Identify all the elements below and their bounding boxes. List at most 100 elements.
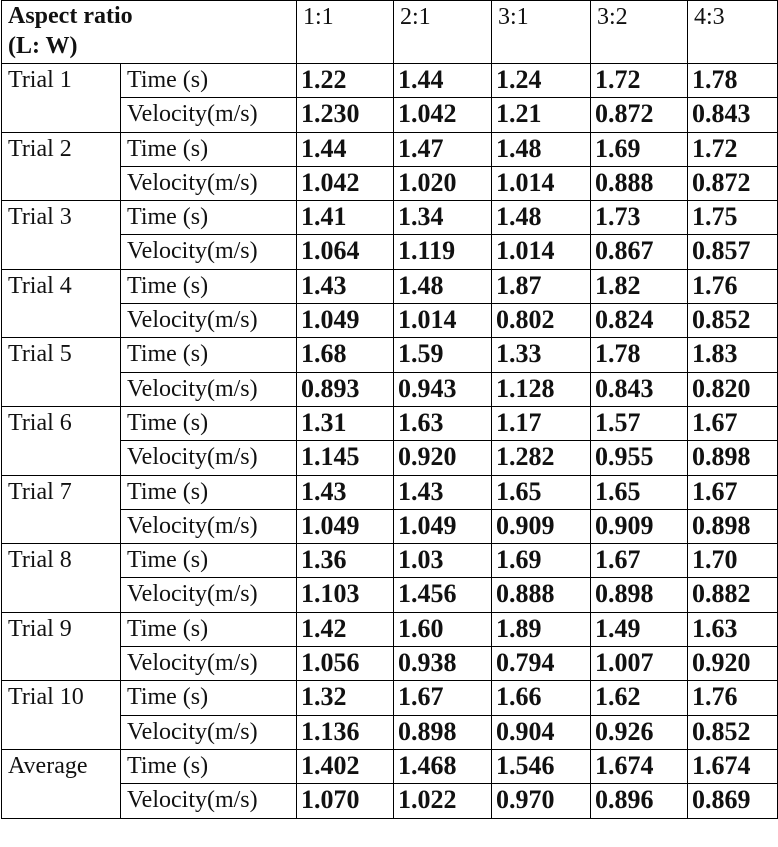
measure-name: Velocity(m/s)	[119, 371, 298, 407]
value-cell: 1.76	[687, 680, 778, 716]
data-row: Velocity(m/s) 1.145 0.920 1.282 0.955 0.898	[2, 440, 778, 476]
row-label: Average	[1, 748, 121, 819]
column-header: 1:1	[296, 0, 395, 64]
measure-name: Velocity(m/s)	[119, 714, 298, 750]
value-cell: 0.857	[687, 234, 778, 270]
table-body: Aspect ratio (L: W) 1:1 2:1 3:1 3:2 4:3 Trial 1…	[0, 0, 778, 819]
value-cell: 1.49	[590, 611, 689, 648]
value-cell: 1.136	[296, 714, 395, 750]
value-cell: 0.820	[687, 371, 778, 407]
value-cell: 0.955	[590, 440, 689, 476]
value-cell: 0.898	[687, 440, 778, 476]
value-cell: 1.68	[296, 337, 395, 373]
measure-name: Time (s)	[119, 748, 298, 785]
measure-name: Time (s)	[119, 337, 298, 373]
row-label: Trial 6	[1, 405, 121, 476]
data-row: Trial 8 Time (s) 1.36 1.03 1.69 1.67 1.70	[1, 543, 778, 613]
value-cell: 0.898	[590, 577, 689, 613]
row-label: Trial 4	[1, 268, 121, 339]
measure-name: Velocity(m/s)	[119, 97, 298, 133]
value-cell: 0.843	[590, 371, 689, 407]
data-row: Trial 9 Time (s) 1.42 1.60 1.89 1.49 1.63	[1, 611, 778, 682]
value-cell: 1.67	[687, 405, 778, 442]
value-cell: 0.824	[590, 303, 689, 339]
header-row: Aspect ratio (L: W) 1:1 2:1 3:1 3:2 4:3	[0, 0, 778, 64]
value-cell: 1.128	[491, 371, 592, 407]
value-cell: 1.34	[393, 200, 493, 236]
value-cell: 1.62	[590, 680, 689, 716]
value-cell: 1.44	[296, 131, 395, 167]
row-label: Trial 5	[1, 337, 121, 407]
value-cell: 1.056	[296, 646, 395, 682]
data-row: Velocity(m/s) 1.136 0.898 0.904 0.926 0.852	[2, 714, 778, 750]
value-cell: 1.63	[687, 611, 778, 648]
value-cell: 1.48	[491, 200, 592, 236]
value-cell: 1.69	[590, 131, 689, 167]
value-cell: 1.48	[491, 131, 592, 167]
measure-name: Velocity(m/s)	[119, 165, 298, 202]
column-header: 3:1	[491, 0, 592, 64]
value-cell: 0.926	[590, 714, 689, 750]
data-row: Average Time (s) 1.402 1.468 1.546 1.674 1.674	[1, 748, 778, 819]
value-cell: 1.282	[491, 440, 592, 476]
header-label-line: (L: W)	[8, 33, 78, 59]
value-cell: 1.546	[491, 748, 592, 785]
value-cell: 1.674	[590, 748, 689, 785]
value-cell: 1.65	[590, 474, 689, 510]
value-cell: 1.69	[491, 543, 592, 579]
value-cell: 1.049	[393, 508, 493, 545]
measure-name: Time (s)	[119, 131, 298, 167]
value-cell: 0.920	[393, 440, 493, 476]
value-cell: 1.17	[491, 405, 592, 442]
measure-name: Time (s)	[119, 62, 298, 99]
data-row: Trial 1 Time (s) 1.22 1.44 1.24 1.72 1.78	[1, 62, 778, 133]
value-cell: 0.898	[393, 714, 493, 750]
value-cell: 1.87	[491, 268, 592, 305]
value-cell: 1.60	[393, 611, 493, 648]
value-cell: 1.47	[393, 131, 493, 167]
value-cell: 0.843	[687, 97, 778, 133]
value-cell: 1.78	[687, 62, 778, 99]
column-header: 3:2	[590, 0, 689, 64]
data-row: Trial 10 Time (s) 1.32 1.67 1.66 1.62 1.76	[1, 680, 778, 750]
value-cell: 1.67	[687, 474, 778, 510]
value-cell: 1.43	[296, 268, 395, 305]
value-cell: 1.456	[393, 577, 493, 613]
data-row: Trial 7 Time (s) 1.43 1.43 1.65 1.65 1.67	[1, 474, 778, 545]
value-cell: 1.70	[687, 543, 778, 579]
value-cell: 0.904	[491, 714, 592, 750]
measure-name: Time (s)	[119, 543, 298, 579]
value-cell: 1.78	[590, 337, 689, 373]
value-cell: 1.42	[296, 611, 395, 648]
header-label-line: Aspect ratio	[8, 3, 133, 29]
value-cell: 1.070	[296, 783, 395, 819]
row-label: Trial 7	[1, 474, 121, 545]
value-cell: 1.042	[296, 165, 395, 202]
measure-name: Velocity(m/s)	[119, 440, 298, 476]
value-cell: 1.064	[296, 234, 395, 270]
value-cell: 1.03	[393, 543, 493, 579]
data-row: Velocity(m/s) 1.049 1.049 0.909 0.909 0.898	[2, 508, 778, 545]
value-cell: 1.82	[590, 268, 689, 305]
value-cell: 0.943	[393, 371, 493, 407]
data-row: Velocity(m/s) 1.042 1.020 1.014 0.888 0.872	[2, 165, 778, 202]
measure-name: Time (s)	[119, 405, 298, 442]
value-cell: 1.63	[393, 405, 493, 442]
value-cell: 0.872	[687, 165, 778, 202]
measure-name: Time (s)	[119, 268, 298, 305]
value-cell: 0.888	[590, 165, 689, 202]
value-cell: 1.402	[296, 748, 395, 785]
row-label: Trial 1	[1, 63, 121, 133]
data-row: Trial 6 Time (s) 1.31 1.63 1.17 1.57 1.67	[1, 405, 778, 476]
value-cell: 1.48	[393, 268, 493, 305]
row-label: Trial 8	[1, 543, 121, 613]
value-cell: 1.36	[296, 543, 395, 579]
value-cell: 0.909	[590, 508, 689, 545]
measure-name: Time (s)	[119, 680, 298, 716]
value-cell: 1.145	[296, 440, 395, 476]
value-cell: 0.909	[491, 508, 592, 545]
row-label: Trial 9	[1, 611, 121, 682]
value-cell: 1.57	[590, 405, 689, 442]
value-cell: 1.049	[296, 303, 395, 339]
data-row: Trial 2 Time (s) 1.44 1.47 1.48 1.69 1.72	[1, 131, 778, 202]
